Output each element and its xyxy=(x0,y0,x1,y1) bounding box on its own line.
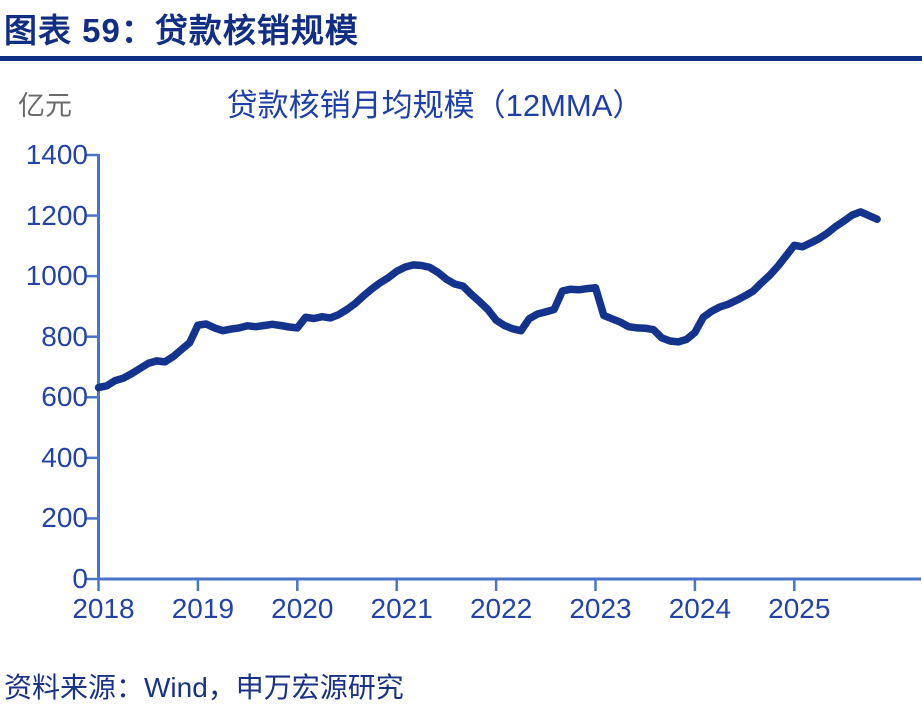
series-polyline xyxy=(94,208,881,392)
x-tick-label: 2024 xyxy=(668,593,732,624)
x-tick-label: 2022 xyxy=(469,593,533,624)
y-tick-label: 200 xyxy=(41,502,88,534)
chart-series-line xyxy=(94,208,881,392)
x-tick-label: 2019 xyxy=(171,593,235,624)
x-tick-label: 2018 xyxy=(72,593,135,624)
chart-axes xyxy=(86,153,921,591)
y-tick-label: 800 xyxy=(41,320,88,352)
y-tick-label: 1200 xyxy=(25,199,88,231)
x-tick-label: 2021 xyxy=(370,593,433,624)
y-tick-label: 400 xyxy=(41,441,88,473)
y-tick-label: 1000 xyxy=(25,260,88,292)
header-rule xyxy=(0,56,922,61)
y-tick-label: 1400 xyxy=(25,139,88,170)
figure-title: 图表 59：贷款核销规模 xyxy=(4,12,359,49)
chart-title: 贷款核销月均规模（12MMA） xyxy=(226,88,644,123)
x-tick-label: 2025 xyxy=(768,593,831,624)
y-axis-unit-label: 亿元 xyxy=(18,91,72,121)
y-tick-label: 600 xyxy=(41,381,88,413)
x-tick-label: 2020 xyxy=(271,593,334,624)
y-tick-label: 0 xyxy=(72,563,88,594)
x-tick-label: 2023 xyxy=(569,593,632,624)
source-note: 资料来源：Wind，申万宏源研究 xyxy=(4,672,404,703)
